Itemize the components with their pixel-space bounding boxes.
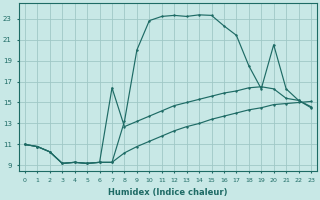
- X-axis label: Humidex (Indice chaleur): Humidex (Indice chaleur): [108, 188, 228, 197]
